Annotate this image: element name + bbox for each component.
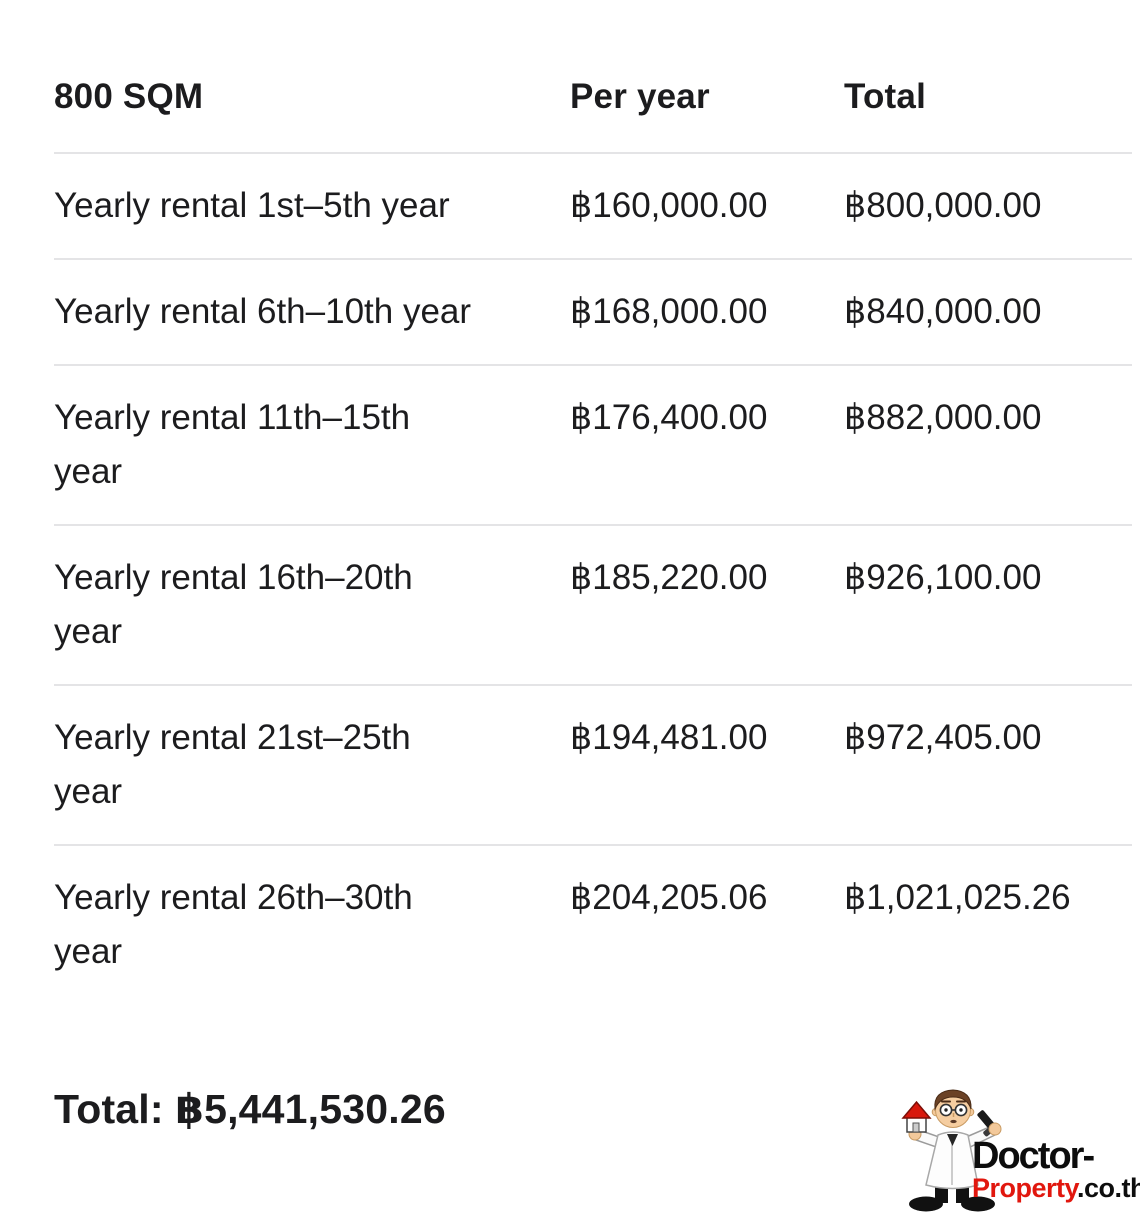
row-total: ฿800,000.00 (844, 186, 1042, 225)
glasses-icon (939, 1103, 968, 1117)
row-label: Yearly rental 21st–25th year (54, 718, 411, 811)
doctor-property-logo: Doctor- Property.co.th (898, 1085, 1140, 1213)
row-per-year: ฿168,000.00 (570, 292, 768, 331)
rental-table: 800 SQM Per year Total Yearly rental 1st… (54, 0, 1132, 1004)
row-per-year: ฿176,400.00 (570, 398, 768, 437)
row-total: ฿926,100.00 (844, 558, 1042, 597)
table-row: Yearly rental 11th–15th year ฿176,400.00… (54, 364, 1132, 524)
row-total: ฿972,405.00 (844, 718, 1042, 757)
header-total: Total (844, 77, 927, 116)
table-row: Yearly rental 26th–30th year ฿204,205.06… (54, 844, 1132, 1004)
house-icon (901, 1100, 932, 1133)
row-label: Yearly rental 16th–20th year (54, 558, 413, 651)
table-header-row: 800 SQM Per year Total (54, 70, 1132, 152)
table-row: Yearly rental 21st–25th year ฿194,481.00… (54, 684, 1132, 844)
table-row: Yearly rental 16th–20th year ฿185,220.00… (54, 524, 1132, 684)
table-row: Yearly rental 6th–10th year ฿168,000.00 … (54, 258, 1132, 364)
header-per-year: Per year (570, 77, 710, 116)
row-label: Yearly rental 6th–10th year (54, 292, 472, 331)
row-per-year: ฿185,220.00 (570, 558, 768, 597)
row-total: ฿882,000.00 (844, 398, 1042, 437)
row-per-year: ฿160,000.00 (570, 186, 768, 225)
header-sqm: 800 SQM (54, 77, 204, 116)
table-row: Yearly rental 1st–5th year ฿160,000.00 ฿… (54, 152, 1132, 258)
doctor-mascot-icon (901, 1089, 1002, 1212)
logo-text-doctor: Doctor- (972, 1135, 1095, 1177)
logo-text-property: Property.co.th (972, 1173, 1140, 1203)
row-total: ฿1,021,025.26 (844, 878, 1071, 917)
logo-wordmark: Doctor- Property.co.th (972, 1137, 1140, 1202)
row-label: Yearly rental 26th–30th year (54, 878, 413, 971)
row-label: Yearly rental 11th–15th year (54, 398, 411, 491)
row-label: Yearly rental 1st–5th year (54, 186, 450, 225)
grand-total: Total: ฿5,441,530.26 (54, 1086, 446, 1132)
row-total: ฿840,000.00 (844, 292, 1042, 331)
row-per-year: ฿194,481.00 (570, 718, 768, 757)
row-per-year: ฿204,205.06 (570, 878, 768, 917)
